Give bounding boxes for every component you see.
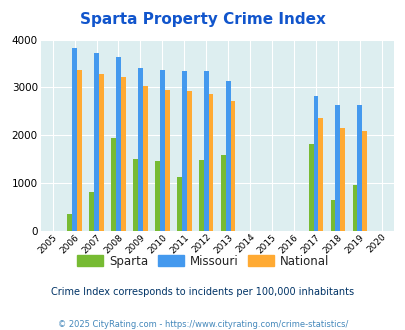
Bar (67, 214, 72, 231)
Bar (111, 138, 116, 231)
Bar (177, 177, 181, 231)
Bar (89, 192, 94, 231)
Bar (356, 105, 361, 231)
Bar (133, 159, 138, 231)
Bar (208, 94, 213, 231)
Text: © 2025 CityRating.com - https://www.cityrating.com/crime-statistics/: © 2025 CityRating.com - https://www.city… (58, 320, 347, 329)
Bar (164, 90, 169, 231)
Bar (160, 70, 164, 231)
Bar (77, 70, 82, 231)
Bar (352, 185, 356, 231)
Bar (220, 155, 225, 231)
Bar (203, 71, 208, 231)
Bar (138, 68, 143, 231)
Bar (198, 160, 203, 231)
Bar (116, 57, 121, 231)
Bar (313, 96, 318, 231)
Bar (143, 85, 147, 231)
Bar (94, 53, 99, 231)
Bar (339, 128, 344, 231)
Bar (99, 74, 104, 231)
Bar (230, 101, 235, 231)
Text: Crime Index corresponds to incidents per 100,000 inhabitants: Crime Index corresponds to incidents per… (51, 287, 354, 297)
Legend: Sparta, Missouri, National: Sparta, Missouri, National (72, 250, 333, 273)
Bar (72, 48, 77, 231)
Bar (155, 161, 160, 231)
Bar (335, 105, 339, 231)
Bar (121, 78, 126, 231)
Bar (308, 145, 313, 231)
Bar (318, 117, 322, 231)
Bar (225, 81, 230, 231)
Bar (181, 71, 186, 231)
Text: Sparta Property Crime Index: Sparta Property Crime Index (80, 12, 325, 26)
Bar (330, 200, 335, 231)
Bar (186, 91, 191, 231)
Bar (361, 130, 366, 231)
